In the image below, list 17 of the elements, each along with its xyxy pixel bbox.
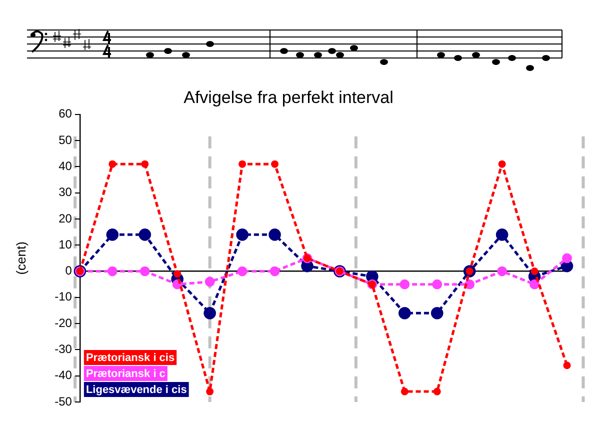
text: Prætoriansk i cis: [86, 352, 175, 364]
y-tick-label: 10: [58, 237, 72, 252]
y-tick-label: 50: [58, 132, 72, 147]
y-tick-label: 30: [58, 185, 72, 200]
y-tick-label: 0: [65, 264, 72, 278]
text: Prætoriansk i c: [86, 368, 166, 380]
y-tick-label: -20: [54, 316, 72, 330]
y-tick-label: -10: [54, 290, 72, 304]
y-tick-label: 20: [58, 211, 72, 226]
y-tick-label: -40: [54, 368, 72, 382]
y-tick-label: 60: [58, 106, 72, 121]
chart-title: Afvigelse fra perfekt interval: [184, 88, 394, 107]
y-tick-label: -30: [54, 342, 72, 356]
y-axis-title: (cent): [13, 242, 28, 275]
y-tick-label: 40: [58, 159, 72, 174]
text: Ligesvævende i cis: [86, 384, 187, 396]
y-tick-label: -50: [54, 394, 72, 408]
